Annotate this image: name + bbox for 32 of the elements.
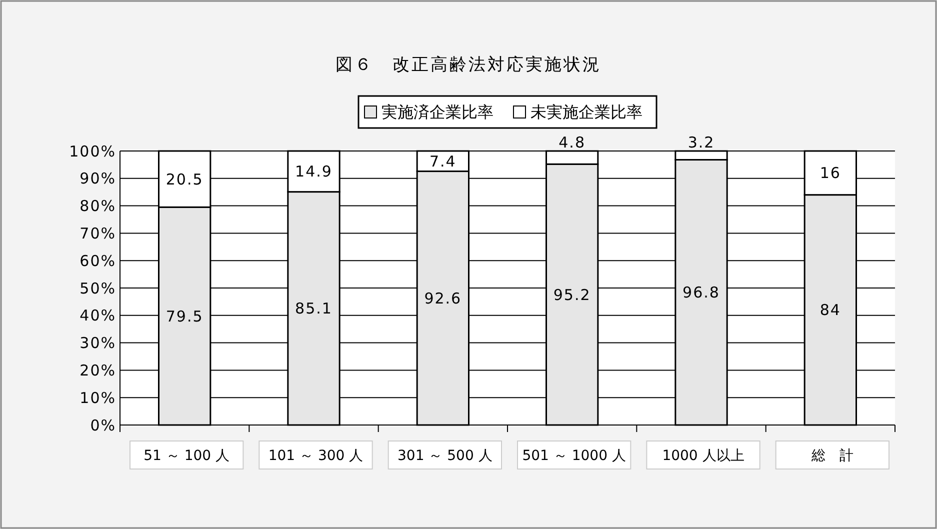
x-tick-label: 総 計 — [810, 448, 854, 464]
y-tick-label: 100% — [69, 142, 116, 160]
legend-label: 実施済企業比率 — [382, 102, 494, 122]
y-tick-label: 40% — [80, 306, 116, 325]
y-tick-label: 70% — [80, 224, 116, 242]
data-label: 4.8 — [558, 133, 586, 152]
data-label: 3.2 — [688, 133, 715, 152]
y-tick-label: 20% — [80, 361, 116, 380]
y-tick-label: 60% — [80, 252, 116, 270]
x-tick-label: 51 ～ 100 人 — [144, 448, 230, 464]
data-label: 96.8 — [682, 284, 720, 302]
data-label: 85.1 — [295, 300, 332, 318]
chart-title: 図６ 改正高齢法対応実施状況 — [336, 55, 602, 75]
y-tick-label: 10% — [80, 388, 116, 407]
y-tick-label: 0% — [90, 416, 116, 434]
legend-label: 未実施企業比率 — [530, 102, 642, 122]
y-tick-label: 80% — [80, 197, 116, 216]
y-tick-label: 30% — [80, 334, 116, 352]
x-tick-label: 301 ～ 500 人 — [398, 448, 492, 464]
y-tick-label: 50% — [80, 279, 116, 298]
y-tick-label: 90% — [80, 170, 116, 188]
x-tick-label: 501 ～ 1000 人 — [522, 448, 626, 464]
data-label: 95.2 — [553, 286, 591, 304]
data-label: 84 — [820, 301, 841, 320]
data-label: 92.6 — [424, 289, 462, 308]
x-tick-label: 1000 人以上 — [662, 448, 744, 464]
data-label: 16 — [820, 164, 841, 182]
data-label: 7.4 — [429, 152, 456, 170]
data-label: 14.9 — [295, 162, 332, 181]
data-label: 79.5 — [166, 307, 204, 326]
x-tick-label: 101 ～ 300 人 — [268, 448, 364, 464]
data-label: 20.5 — [166, 170, 204, 188]
